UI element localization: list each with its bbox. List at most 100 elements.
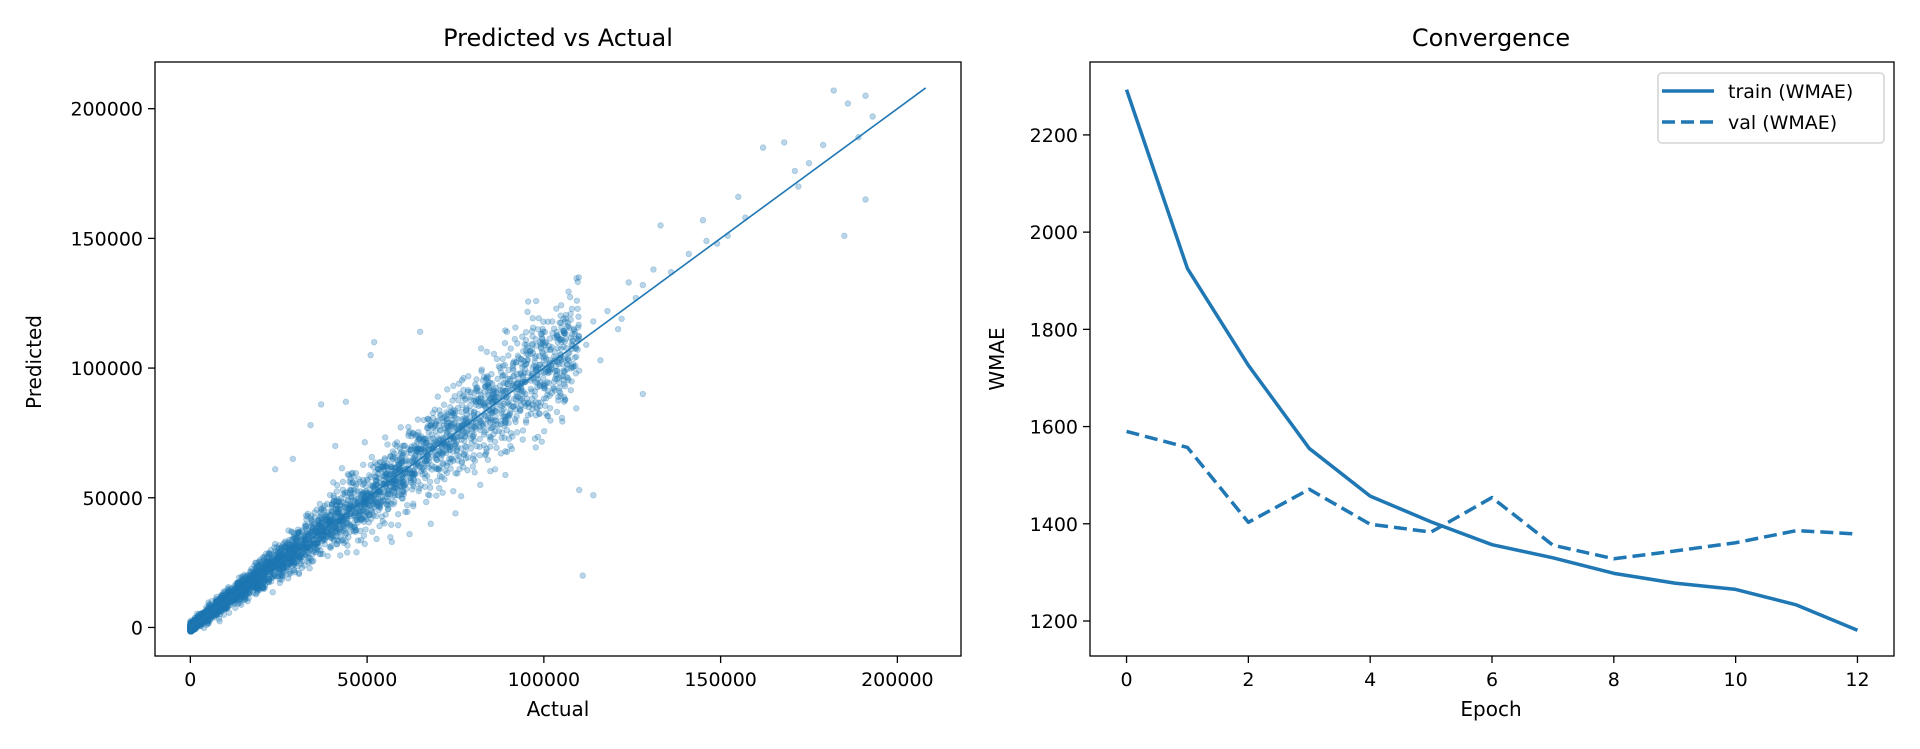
scatter-point [203,607,210,615]
scatter-point [529,315,536,322]
scatter-point [466,413,474,420]
scatter-point [303,516,310,523]
scatter-point [560,393,568,401]
scatter-point [302,521,309,528]
scatter-point [421,435,428,443]
scatter-point [538,438,545,445]
scatter-point [759,144,767,151]
scatter-point [557,389,564,397]
scatter-point [339,478,347,486]
scatter-point [869,113,876,120]
scatter-point [222,605,229,613]
scatter-point [338,465,346,472]
scatter-point [573,297,581,304]
scatter-point [336,506,343,513]
scatter-point [192,616,199,623]
scatter-point [224,603,232,610]
scatter-point [307,421,314,429]
scatter-point [501,413,509,420]
scatter-point [241,571,248,578]
scatter-point [525,403,532,411]
scatter-point [486,443,494,450]
scatter-point [517,369,524,377]
scatter-point [490,387,497,394]
scatter-point [520,388,527,396]
scatter-point [216,598,224,605]
scatter-point [252,584,259,591]
scatter-point [424,461,431,468]
scatter-point [434,393,442,400]
scatter-points [187,87,876,635]
scatter-point [443,427,450,435]
scatter-point [295,569,303,577]
scatter-point [191,616,199,624]
scatter-point [517,397,524,404]
scatter-point [187,627,194,635]
scatter-point [346,486,354,493]
scatter-point [583,341,590,348]
scatter-point [277,550,284,557]
scatter-point [404,508,411,516]
scatter-point [462,406,470,413]
scatter-point [373,512,380,520]
scatter-panel: Predicted vs Actual Actual Predicted 0 50… [22,24,962,721]
scatter-point [394,458,402,466]
scatter-point [550,378,558,385]
scatter-point [459,393,466,400]
scatter-point [472,381,479,388]
scatter-point [261,578,268,585]
scatter-point [317,550,324,557]
scatter-point [377,498,385,506]
scatter-point [256,563,264,570]
scatter-point [409,429,417,437]
scatter-point [735,193,742,201]
scatter-point [533,363,540,371]
scatter-point [569,364,577,371]
convergence-x-tick-label: 12 [1845,669,1869,691]
scatter-point [357,508,365,516]
scatter-point [862,92,869,99]
scatter-point [484,399,491,406]
scatter-point [502,420,509,427]
scatter-point [463,415,470,423]
scatter-point [337,521,345,528]
scatter-point [556,379,563,386]
scatter-point [439,489,446,496]
scatter-point [544,318,551,325]
scatter-point [241,577,248,584]
scatter-point [542,339,549,346]
scatter-point [524,298,532,305]
scatter-point [222,590,229,597]
scatter-point [522,419,530,426]
scatter-point [410,442,418,449]
scatter-point [540,427,548,435]
scatter-point [374,482,381,489]
scatter-point [239,576,247,583]
scatter-point [534,376,541,383]
scatter-point [357,503,365,511]
scatter-point [368,482,375,489]
scatter-point [373,535,380,543]
scatter-point [450,457,457,464]
scatter-point [460,392,468,400]
scatter-point [206,601,213,608]
scatter-x-tick-label: 100000 [508,669,581,691]
scatter-point [532,444,540,451]
scatter-point [517,355,525,363]
scatter-point [187,628,194,635]
scatter-point [487,395,494,403]
scatter-point [391,498,398,506]
scatter-point [454,452,461,459]
scatter-point [234,580,242,588]
scatter-point [504,385,511,393]
scatter-point [522,336,530,344]
scatter-point [227,590,235,597]
scatter-point [206,601,213,609]
scatter-point [187,617,194,625]
scatter-point [282,542,290,550]
scatter-point [650,266,657,273]
scatter-point [565,377,572,384]
scatter-point [513,413,520,420]
scatter-point [347,493,355,501]
scatter-point [558,324,565,331]
